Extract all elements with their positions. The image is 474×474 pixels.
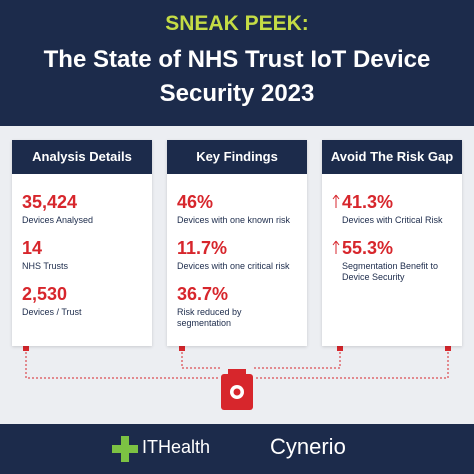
stat-label: NHS Trusts bbox=[22, 261, 69, 271]
stat: 55.3% Segmentation Benefit to Device Secu… bbox=[332, 238, 456, 283]
header: SNEAK PEEK: The State of NHS Trust IoT D… bbox=[0, 0, 474, 126]
stat: 46% Devices with one known risk bbox=[177, 192, 301, 226]
card: Key Findings 46% Devices with one known ri… bbox=[167, 140, 307, 346]
card-title: Key Findings bbox=[167, 140, 307, 174]
card-title: Avoid The Risk Gap bbox=[322, 140, 462, 174]
up-arrow bbox=[332, 194, 340, 213]
stat-value: 11.7% bbox=[177, 238, 228, 258]
stat-value: 14 bbox=[22, 238, 43, 258]
stat-value: 55.3% bbox=[342, 238, 394, 258]
stat: 36.7% Risk reduced by segmentation bbox=[177, 284, 301, 329]
stat: 2,530 Devices / Trust bbox=[22, 284, 146, 318]
logo: ITHealth bbox=[142, 437, 211, 457]
stat-row: 2,530 bbox=[22, 284, 146, 305]
stat: 35,424 Devices Analysed bbox=[22, 192, 146, 226]
stat-row: 46% bbox=[177, 192, 301, 213]
title-line: Security 2023 bbox=[159, 80, 315, 107]
stat-label: Devices / Trust bbox=[22, 307, 82, 317]
stat-row: 35,424 bbox=[22, 192, 146, 213]
stat-row: 11.7% bbox=[177, 238, 301, 259]
stat: 41.3% Devices with Critical Risk bbox=[332, 192, 456, 226]
stat-row: 41.3% bbox=[332, 192, 456, 213]
stat-value: 41.3% bbox=[342, 192, 394, 212]
up-arrow bbox=[332, 240, 340, 259]
stat-row: 36.7% bbox=[177, 284, 301, 305]
stat-row: 14 bbox=[22, 238, 146, 259]
ithealth-icon bbox=[112, 436, 138, 462]
stat-label: Risk reduced by segmentation bbox=[177, 307, 242, 328]
stat-row: 55.3% bbox=[332, 238, 456, 259]
card: Analysis Details 35,424 Devices Analysed 14… bbox=[12, 140, 152, 346]
stat-label: Devices Analysed bbox=[22, 215, 94, 225]
stat-label: Segmentation Benefit to Device Security bbox=[342, 261, 439, 282]
stat-value: 35,424 bbox=[22, 192, 78, 212]
card-title: Analysis Details bbox=[12, 140, 152, 174]
stat-label: Devices with one known risk bbox=[177, 215, 291, 225]
stat-label: Devices with one critical risk bbox=[177, 261, 290, 271]
title-line: The State of NHS Trust IoT Device bbox=[43, 46, 431, 73]
stat-value: 46% bbox=[177, 192, 214, 212]
logo: Cynerio bbox=[270, 434, 346, 459]
stat-label: Devices with Critical Risk bbox=[342, 215, 443, 225]
stat: 14 NHS Trusts bbox=[22, 238, 146, 272]
stat-value: 2,530 bbox=[22, 284, 68, 304]
stat: 11.7% Devices with one critical risk bbox=[177, 238, 301, 272]
stat-value: 36.7% bbox=[177, 284, 229, 304]
footer: ITHealth Cynerio bbox=[0, 424, 474, 474]
card: Avoid The Risk Gap 41.3% Devices with Crit… bbox=[322, 140, 462, 346]
kicker: SNEAK PEEK: bbox=[165, 12, 309, 35]
